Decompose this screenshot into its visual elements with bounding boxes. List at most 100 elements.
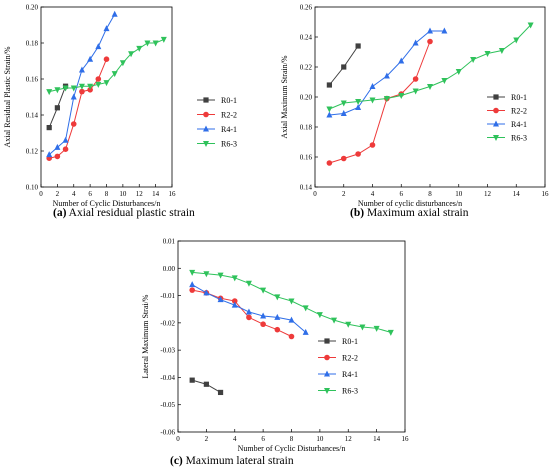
data-point bbox=[78, 66, 85, 73]
data-point bbox=[246, 314, 252, 321]
data-point bbox=[70, 121, 77, 127]
data-point bbox=[260, 312, 267, 319]
data-point bbox=[369, 83, 376, 89]
x-tick-label: 12 bbox=[345, 435, 353, 443]
y-tick-label: 0.16 bbox=[26, 76, 39, 84]
legend-label: R6-3 bbox=[511, 134, 527, 143]
x-axis-label: Number of Cyclic Disturbances/n bbox=[53, 199, 161, 208]
data-point bbox=[398, 57, 405, 64]
x-tick-label: 6 bbox=[88, 190, 92, 198]
data-point bbox=[217, 296, 224, 303]
data-point bbox=[189, 269, 196, 276]
x-tick-label: 16 bbox=[169, 190, 177, 198]
data-point bbox=[513, 37, 520, 44]
data-point bbox=[441, 27, 448, 34]
data-point bbox=[412, 76, 419, 82]
data-point bbox=[87, 55, 94, 62]
data-point bbox=[95, 43, 102, 50]
x-tick-label: 0 bbox=[313, 190, 317, 198]
y-tick-label: 0.10 bbox=[26, 184, 39, 192]
data-point bbox=[231, 275, 238, 282]
data-point bbox=[340, 155, 347, 162]
legend-label: R0-1 bbox=[221, 96, 237, 105]
y-tick-label: -0.02 bbox=[160, 319, 175, 327]
y-tick-label: 0.24 bbox=[300, 34, 313, 42]
series-R6-3 bbox=[326, 22, 534, 113]
data-point bbox=[341, 64, 347, 70]
legend-label: R4-1 bbox=[342, 370, 358, 379]
legend-marker bbox=[324, 338, 330, 344]
data-point bbox=[203, 271, 210, 278]
data-point bbox=[412, 39, 419, 46]
data-point bbox=[288, 316, 295, 323]
series-R6-3 bbox=[46, 36, 167, 96]
data-point bbox=[217, 272, 224, 279]
x-tick-label: 10 bbox=[119, 190, 127, 198]
legend-marker bbox=[203, 125, 209, 132]
x-tick-label: 2 bbox=[205, 435, 209, 443]
legend-marker bbox=[203, 141, 209, 147]
x-tick-label: 10 bbox=[455, 190, 463, 198]
data-point bbox=[484, 51, 491, 57]
series-R6-3 bbox=[189, 269, 394, 336]
y-tick-label: 0.01 bbox=[163, 238, 176, 246]
data-point bbox=[79, 88, 85, 95]
data-point bbox=[288, 333, 295, 340]
data-point bbox=[326, 111, 333, 118]
x-tick-label: 4 bbox=[72, 190, 76, 198]
plot-frame bbox=[40, 6, 173, 188]
legend-label: R4-1 bbox=[511, 120, 527, 129]
x-tick-label: 2 bbox=[56, 190, 60, 198]
data-point bbox=[527, 22, 534, 29]
y-axis-label: Axial Residual Plastic Strain/% bbox=[3, 46, 12, 147]
x-tick-label: 16 bbox=[402, 435, 410, 443]
x-tick-label: 8 bbox=[290, 435, 294, 443]
data-point bbox=[340, 110, 347, 116]
x-tick-label: 4 bbox=[233, 435, 237, 443]
y-tick-label: -0.03 bbox=[160, 347, 175, 355]
data-point bbox=[441, 78, 448, 84]
data-point bbox=[128, 51, 135, 58]
legend-marker bbox=[493, 135, 499, 141]
data-point bbox=[331, 317, 338, 324]
legend-label: R0-1 bbox=[342, 337, 358, 346]
y-tick-label: 0.22 bbox=[300, 64, 313, 72]
data-point bbox=[412, 88, 419, 95]
data-point bbox=[260, 321, 266, 328]
legend-marker bbox=[324, 370, 330, 377]
data-point bbox=[369, 142, 376, 148]
y-tick-label: -0.01 bbox=[160, 292, 175, 300]
data-point bbox=[70, 85, 77, 92]
data-point bbox=[345, 321, 352, 328]
y-tick-label: 0.20 bbox=[26, 4, 39, 12]
data-point bbox=[398, 93, 405, 99]
legend-label: R6-3 bbox=[221, 140, 237, 149]
series-R0-1 bbox=[189, 377, 224, 396]
x-tick-label: 0 bbox=[176, 435, 180, 443]
data-point bbox=[245, 308, 252, 315]
caption-text: Maximum axial strain bbox=[364, 207, 469, 219]
series-R0-1 bbox=[326, 43, 361, 88]
data-point bbox=[62, 85, 69, 92]
data-point bbox=[383, 96, 390, 102]
panel-a: 0 2 4 6 8 10 12 14 16 0.10 0.12 0.14 0.16 0.18 0.20 Num… bbox=[3, 4, 237, 220]
data-point bbox=[111, 71, 118, 78]
data-point bbox=[387, 329, 394, 336]
data-point bbox=[288, 298, 295, 305]
data-point bbox=[189, 281, 196, 288]
data-point bbox=[427, 84, 433, 90]
y-tick-label: 0.00 bbox=[163, 265, 176, 273]
data-point bbox=[136, 45, 143, 52]
series-line bbox=[329, 24, 531, 110]
legend-marker bbox=[203, 111, 209, 118]
y-axis-label: Lateral Maximum Strai/% bbox=[141, 294, 150, 378]
caption-letter: (a) bbox=[53, 207, 67, 219]
legend-marker bbox=[493, 94, 499, 100]
data-point bbox=[455, 69, 462, 75]
x-tick-label: 10 bbox=[316, 435, 324, 443]
data-point bbox=[144, 40, 151, 47]
y-tick-label: 0.18 bbox=[26, 40, 39, 48]
legend-label: R6-3 bbox=[342, 387, 358, 396]
y-tick-label: 0.14 bbox=[300, 184, 313, 192]
series-R4-1 bbox=[326, 27, 448, 118]
